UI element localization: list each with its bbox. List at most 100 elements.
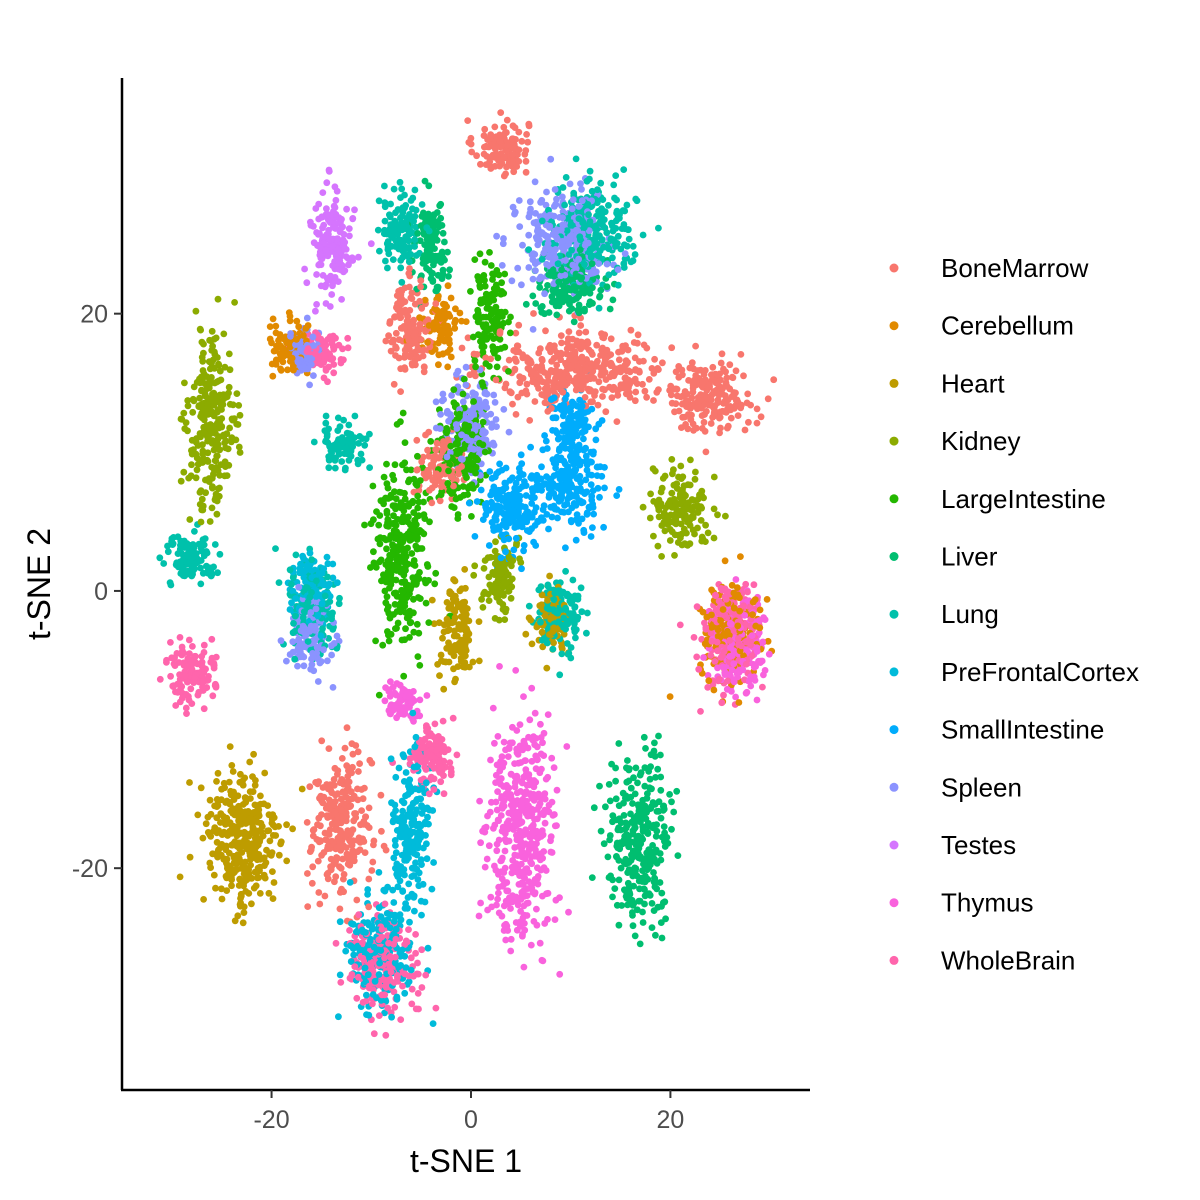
data-point-Lung-c3: [633, 197, 641, 205]
data-point-LargeIntestine-c0: [415, 498, 423, 506]
data-point-BoneMarrow-c4: [354, 748, 362, 756]
data-point-BoneMarrow-c1: [659, 359, 666, 367]
data-point-Kidney-c1: [668, 456, 676, 463]
data-point-LargeIntestine-c0: [380, 473, 388, 481]
data-point-LargeIntestine-c0: [408, 550, 416, 557]
data-point-Liver-c0: [612, 777, 619, 785]
data-point-Heart-c0: [283, 821, 290, 829]
data-point-BoneMarrow-c0: [473, 152, 480, 160]
data-point-BoneMarrow-c1: [615, 356, 623, 364]
data-point-LargeIntestine-c2: [481, 258, 489, 266]
data-point-LargeIntestine-c0: [375, 521, 383, 529]
data-point-Kidney-c1: [691, 475, 699, 483]
data-point-BoneMarrow-c0: [468, 148, 476, 156]
data-point-BoneMarrow-c3: [397, 388, 404, 395]
data-point-LargeIntestine-c0: [410, 628, 418, 636]
data-point-SmallIntestine-c1: [526, 528, 533, 535]
data-point-Heart-c2: [543, 664, 551, 672]
data-point-Cerebellum-c1: [666, 693, 674, 700]
data-point-WholeBrain-c2: [690, 634, 698, 641]
data-point-Cerebellum-c1: [705, 677, 713, 685]
data-point-Heart-c0: [240, 909, 248, 916]
data-point-BoneMarrow-c1: [654, 365, 662, 372]
data-point-LargeIntestine-c0: [394, 619, 402, 627]
data-point-BoneMarrow-c0: [518, 137, 526, 145]
data-point-Spleen-c0: [537, 198, 544, 206]
data-point-PreFrontalCortex-c2: [329, 560, 337, 568]
data-point-Heart-c0: [241, 828, 248, 836]
data-point-Thymus-c0: [476, 797, 483, 805]
data-point-Kidney-c2: [492, 538, 499, 546]
data-point-BoneMarrow-c4: [314, 857, 322, 865]
data-point-Thymus-c0: [481, 863, 489, 871]
data-point-BoneMarrow-c1: [593, 341, 601, 349]
data-point-Lung-c2: [398, 278, 406, 286]
data-point-SmallIntestine-c1: [545, 525, 552, 533]
data-point-BoneMarrow-c0: [523, 131, 530, 138]
data-point-BoneMarrow-c3: [408, 289, 416, 297]
data-point-Heart-c0: [214, 769, 222, 777]
data-point-WholeBrain-c1: [384, 932, 391, 939]
data-point-Lung-c2: [411, 186, 419, 194]
data-point-Lung-c0: [197, 580, 205, 588]
data-point-Heart-c1: [439, 634, 446, 642]
data-point-BoneMarrow-c1: [613, 418, 621, 425]
data-point-WholeBrain-c1: [337, 979, 345, 986]
data-point-Liver-c1: [441, 238, 448, 246]
data-point-Lung-c2: [376, 247, 383, 255]
data-point-Kidney-c2: [501, 616, 509, 623]
data-point-Thymus-c0: [542, 775, 550, 783]
data-point-LargeIntestine-c0: [390, 512, 397, 520]
data-point-WholeBrain-c3: [344, 334, 352, 342]
data-point-LargeIntestine-c2: [490, 271, 497, 279]
data-point-BoneMarrow-c0: [503, 116, 511, 124]
data-point-WholeBrain-c4: [439, 717, 447, 725]
data-point-Spleen-c1: [277, 637, 285, 645]
data-point-Lung-c4: [336, 594, 343, 602]
data-point-Lung-c5: [584, 609, 591, 617]
data-point-LargeIntestine-c2: [489, 347, 497, 355]
data-point-Kidney-c0: [186, 516, 194, 523]
data-point-BoneMarrow-c2: [707, 420, 715, 427]
data-point-Spleen-c0: [525, 213, 533, 221]
data-point-Liver-c2: [553, 311, 561, 319]
data-point-Lung-c2: [397, 264, 405, 272]
data-point-LargeIntestine-c2: [501, 270, 509, 278]
data-point-Lung-c2: [418, 201, 426, 208]
data-point-Heart-c0: [265, 889, 273, 897]
data-point-Kidney-c0: [189, 408, 197, 416]
data-point-Spleen-c2: [432, 398, 440, 406]
data-point-PreFrontalCortex-c1: [423, 855, 431, 863]
data-point-BoneMarrow-c2: [678, 424, 685, 431]
scatter-points: [156, 109, 778, 1039]
data-point-Kidney-c1: [668, 489, 676, 497]
data-point-Kidney-c1: [722, 512, 729, 520]
data-point-Lung-c3: [612, 172, 620, 180]
data-point-Heart-c0: [269, 868, 276, 875]
data-point-Liver-c1: [445, 273, 452, 280]
data-point-WholeBrain-c0: [189, 643, 196, 650]
data-point-Liver-c2: [589, 299, 596, 307]
data-point-Thymus-c0: [523, 892, 531, 899]
data-point-SmallIntestine-c0: [555, 447, 563, 455]
data-point-Spleen-c1: [283, 657, 290, 665]
data-point-Kidney-c1: [687, 456, 694, 464]
data-point-Liver-c0: [640, 885, 648, 893]
data-point-Heart-c0: [186, 779, 193, 786]
data-point-BoneMarrow-c1: [627, 326, 635, 334]
data-point-Testes-c0: [349, 215, 357, 223]
data-point-BoneMarrow-c1: [558, 339, 565, 347]
data-point-Thymus-c0: [529, 780, 537, 788]
data-point-Lung-c2: [384, 264, 391, 272]
data-point-Lung-c1: [345, 421, 353, 429]
data-point-Heart-c1: [469, 658, 477, 666]
data-point-Thymus-c0: [491, 739, 498, 747]
data-point-Thymus-c0: [507, 770, 515, 778]
data-point-BoneMarrow-c4: [303, 819, 311, 826]
data-point-Spleen-c0: [526, 198, 534, 206]
data-point-Liver-c0: [657, 751, 664, 759]
data-point-Liver-c0: [639, 908, 646, 916]
data-point-WholeBrain-c1: [422, 971, 430, 979]
data-point-Testes-c0: [325, 166, 333, 174]
data-point-Lung-c5: [577, 584, 585, 592]
